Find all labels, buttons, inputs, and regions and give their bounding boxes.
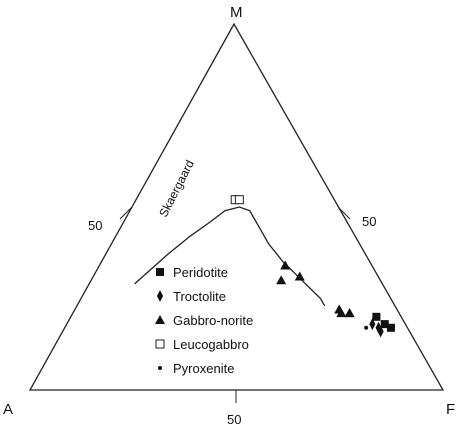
gabbro-norite-point-3 — [294, 271, 305, 281]
legend-troctolite-marker — [157, 290, 163, 302]
legend-peridotite-label: Peridotite — [173, 265, 228, 280]
legend-gabbro-norite-marker — [155, 315, 165, 324]
vertex-label-a: A — [3, 401, 13, 418]
tick-label-right: 50 — [362, 214, 376, 229]
legend-pyroxenite-label: Pyroxenite — [173, 361, 234, 376]
troctolite-point-3 — [375, 321, 382, 334]
skaergaard-trend-curve — [134, 206, 326, 307]
gabbro-norite-point-2 — [280, 260, 291, 270]
vertex-label-m: M — [230, 4, 243, 21]
peridotite-point-2 — [380, 320, 389, 329]
legend-leucogabbro-label: Leucogabbro — [173, 337, 249, 352]
gabbro-norite-point-6 — [334, 304, 345, 314]
troctolite-point-1 — [369, 318, 376, 331]
gabbro-norite-point-1 — [276, 275, 287, 285]
vertex-label-f: F — [446, 401, 455, 418]
gabbro-norite-point-7 — [344, 308, 355, 318]
legend: Peridotite Troctolite Gabbro-norite Leucoga… — [155, 265, 253, 376]
tick-left-edge — [119, 206, 133, 220]
data-markers — [230, 195, 395, 338]
legend-pyroxenite-marker — [158, 366, 162, 370]
skaergaard-label: Skaergaard — [156, 158, 197, 220]
tick-label-bottom: 50 — [227, 412, 241, 427]
legend-gabbro-norite-label: Gabbro-norite — [173, 313, 253, 328]
legend-peridotite-marker — [156, 268, 164, 276]
legend-troctolite-label: Troctolite — [173, 289, 226, 304]
legend-leucogabbro-marker — [155, 339, 165, 349]
tick-label-left: 50 — [88, 218, 102, 233]
leucogabbro-point-2 — [234, 195, 244, 205]
tick-right-edge — [337, 206, 351, 220]
pyroxenite-point-1 — [364, 325, 369, 330]
peridotite-point-1 — [372, 312, 381, 321]
peridotite-point-3 — [386, 323, 395, 332]
